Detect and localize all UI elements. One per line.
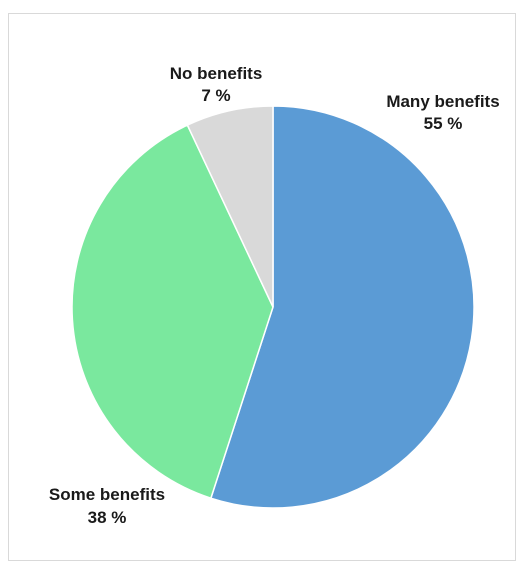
- pie-slice-many-benefits: [209, 105, 475, 509]
- pie-slice-no-benefits: [186, 105, 274, 308]
- value-some-benefits: 38 %: [88, 508, 127, 527]
- value-no-benefits: 7 %: [201, 86, 230, 105]
- pie-slice-some-benefits: [71, 124, 274, 500]
- value-many-benefits: 55 %: [424, 114, 463, 133]
- label-no-benefits: No benefits: [170, 64, 263, 83]
- label-many-benefits: Many benefits: [386, 92, 499, 111]
- label-some-benefits: Some benefits: [49, 485, 165, 504]
- pie-slices: [71, 105, 475, 509]
